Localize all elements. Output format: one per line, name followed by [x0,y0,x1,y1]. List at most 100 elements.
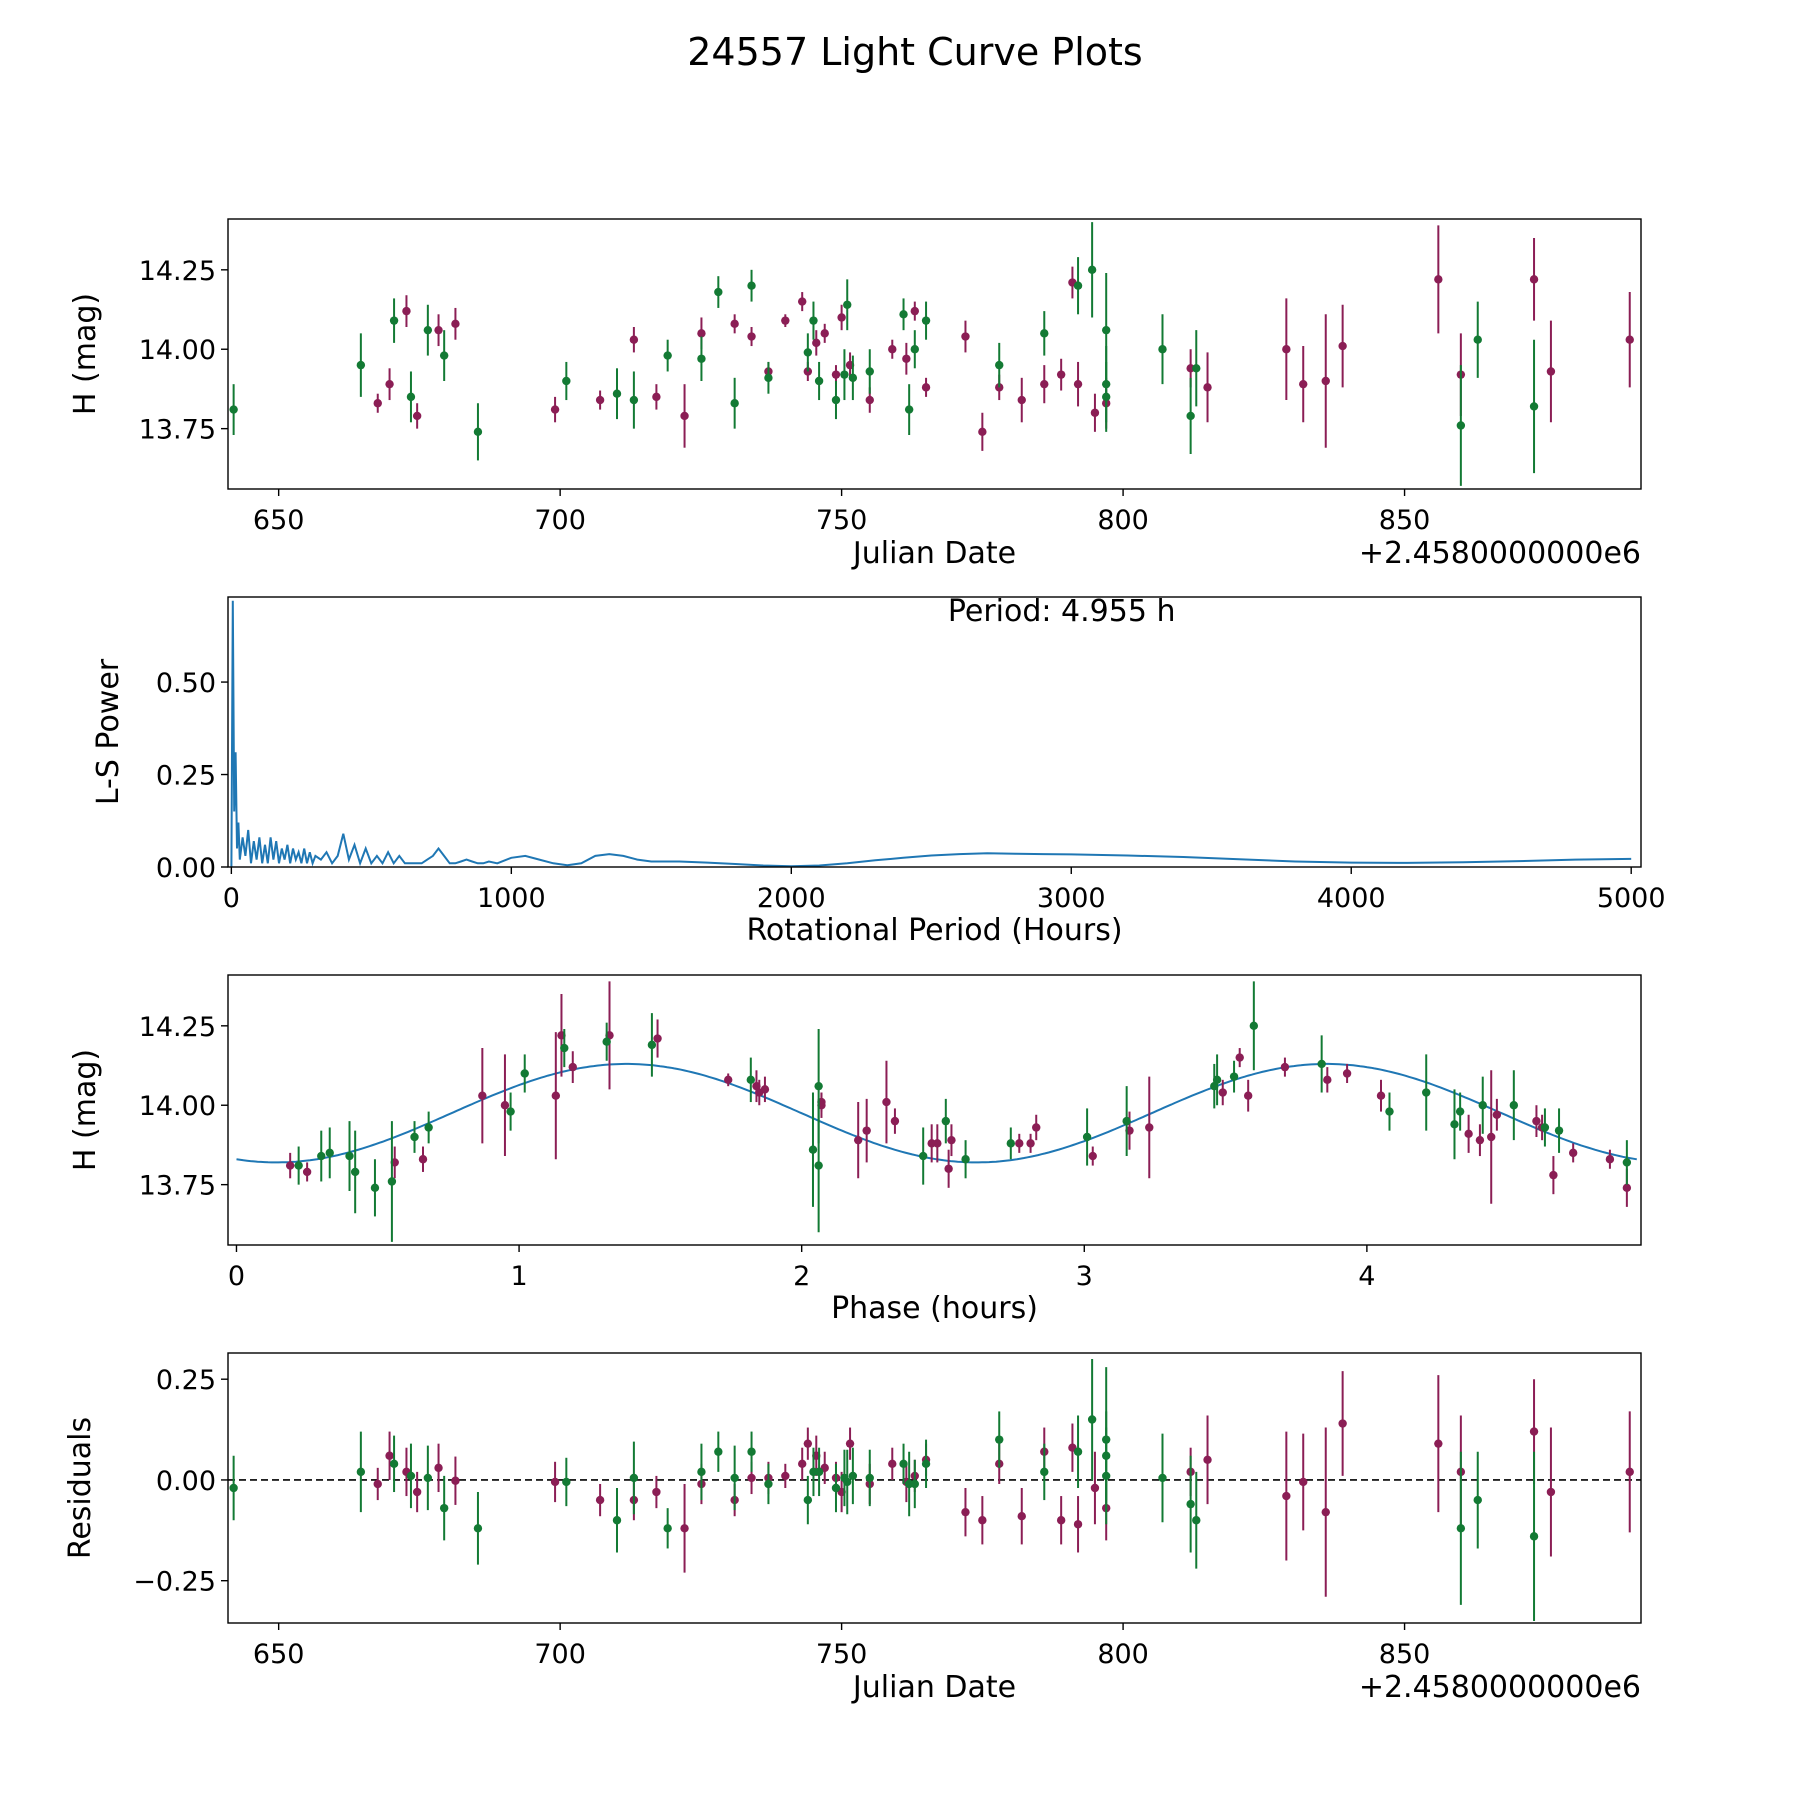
data-point-filter-b [562,361,571,401]
data-marker [652,1487,661,1497]
data-marker [812,338,821,348]
data-point-filter-a [1338,304,1347,388]
data-marker [888,345,897,354]
data-point-filter-b [294,1146,303,1185]
plot-area [236,981,1637,1242]
data-marker [506,1107,515,1116]
data-point-filter-b [325,1127,334,1179]
data-point-filter-a [1032,1114,1041,1141]
data-marker [551,1091,561,1100]
data-point-filter-a [1338,1371,1347,1476]
data-marker [1568,1148,1578,1158]
figure-title: 24557 Light Curve Plots [687,30,1142,74]
data-marker [302,1167,312,1177]
data-marker [781,1471,790,1481]
data-marker [629,395,639,405]
data-point-filter-a [1073,361,1083,407]
data-marker [1026,1139,1035,1148]
data-marker [831,1483,841,1493]
data-marker [385,1451,394,1460]
data-marker [697,1467,706,1477]
data-marker [389,1459,399,1469]
data-point-filter-b [1087,1359,1097,1480]
data-point-filter-a [1625,292,1634,388]
data-marker [1434,1439,1443,1448]
data-point-filter-b [1186,377,1195,455]
data-marker [345,1151,354,1161]
data-marker [918,1151,928,1161]
data-point-filter-a [1492,1098,1502,1131]
data-point-filter-a [629,327,639,353]
data-marker [1101,1471,1111,1481]
data-point-filter-a [1243,1079,1253,1112]
data-point-filter-b [406,1443,416,1509]
data-marker [1464,1129,1473,1139]
data-point-filter-a [724,1073,733,1087]
data-point-filter-a [798,292,807,312]
data-marker [356,360,366,370]
data-point-filter-b [1212,1054,1222,1106]
data-point-filter-b [1455,1092,1465,1131]
data-marker [803,1439,813,1448]
data-marker [978,427,987,437]
plot-area [230,600,1632,867]
data-marker [730,319,739,329]
y-tick-label: 14.25 [139,1012,216,1043]
data-marker [1017,1512,1026,1521]
data-point-filter-a [1218,1079,1227,1106]
data-marker [1342,1069,1352,1078]
data-point-filter-a [1321,314,1330,448]
data-marker [1056,1516,1066,1525]
data-marker [1282,345,1291,354]
data-marker [1192,1516,1201,1525]
data-point-filter-a [402,1447,411,1497]
data-point-filter-b [506,1092,515,1131]
data-marker [831,395,841,405]
data-marker [680,1524,689,1533]
data-point-filter-a [812,330,821,356]
data-marker [1212,1075,1222,1085]
data-point-filter-a [550,396,560,423]
data-point-filter-b [406,371,416,423]
data-point-filter-b [921,1439,931,1488]
data-marker [595,1495,605,1505]
data-marker [560,1043,569,1053]
data-marker [1546,1487,1556,1497]
data-marker [1040,1467,1049,1477]
data-marker [843,300,852,309]
data-point-filter-b [612,368,622,420]
periodogram-panel: 0 1000 2000 3000 4000 5000 0.00 0.25 0.50 Rotatio… [91,594,1666,948]
data-point-filter-a [595,390,605,410]
data-marker [1040,379,1049,389]
data-marker [285,1161,295,1170]
data-point-filter-a [1532,1105,1541,1137]
data-marker [1299,379,1308,389]
data-point-filter-b [520,1054,529,1093]
x-tick-label: 650 [253,505,305,536]
data-point-filter-b [423,304,433,356]
x-axis-label: Julian Date [851,1670,1016,1705]
data-marker [385,379,394,389]
power-spectrum-line [230,600,1632,867]
data-point-filter-b [865,349,874,394]
data-point-filter-a [434,1443,443,1493]
data-marker [1625,335,1634,344]
x-tick-label: 800 [1097,1639,1149,1670]
data-marker [995,360,1004,370]
axes-frame [227,596,1642,868]
data-marker [1540,1123,1550,1132]
data-marker [1473,335,1482,344]
data-point-filter-b [1101,346,1111,423]
data-marker [921,1459,931,1469]
data-point-filter-a [653,1019,662,1058]
data-point-filter-a [412,403,422,429]
data-point-filter-a [568,1051,577,1083]
data-point-filter-a [1568,1143,1578,1163]
data-point-filter-a [845,1427,855,1460]
data-point-filter-a [944,1149,953,1188]
data-marker [1321,1507,1330,1517]
plot-area [229,222,1634,486]
data-marker [865,367,874,376]
data-marker [747,281,756,290]
data-marker [412,411,422,421]
